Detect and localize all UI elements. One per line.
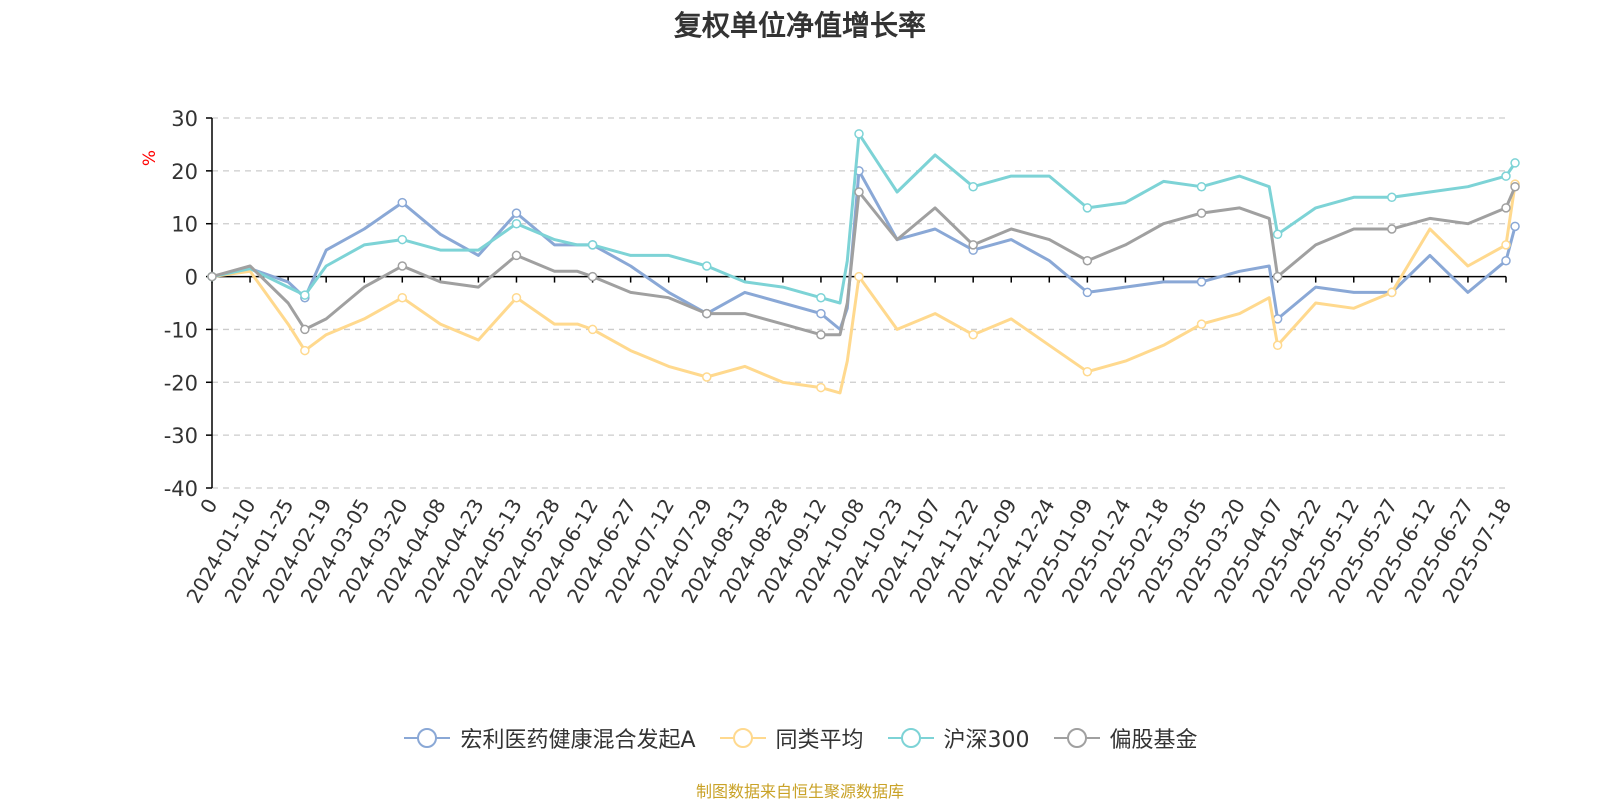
series-point: [702, 372, 712, 382]
series-point: [1501, 171, 1511, 181]
y-tick-label: -20: [164, 371, 198, 395]
legend-item-3[interactable]: 沪深300: [886, 722, 1030, 754]
y-tick-label: 20: [171, 160, 198, 184]
series-point: [587, 271, 598, 282]
axis-labels: 3020100-10-20-30-40%02024-01-102024-01-2…: [140, 107, 1516, 607]
series-point: [702, 261, 712, 271]
series-point: [511, 208, 522, 218]
legend-label: 宏利医药健康混合发起A: [460, 728, 696, 753]
series-point: [207, 271, 217, 282]
series-line-1: [211, 169, 1517, 331]
y-tick-label: 30: [171, 107, 198, 131]
legend-marker-icon: [719, 728, 766, 748]
series-lines: [207, 129, 1520, 395]
series-point: [511, 292, 522, 303]
series-point: [397, 261, 408, 271]
y-tick-label: 10: [171, 213, 198, 237]
series-point: [1082, 366, 1093, 377]
series-point: [1510, 181, 1520, 192]
series-point: [1082, 287, 1093, 298]
series-line-4: [211, 186, 1517, 337]
series-point: [1272, 229, 1283, 240]
series-point: [1272, 340, 1283, 351]
series-point: [1510, 221, 1520, 232]
legend-marker-icon: [887, 728, 934, 748]
legend-item-4[interactable]: 偏股基金: [1052, 722, 1198, 754]
series-point: [1501, 203, 1511, 213]
series-point: [397, 292, 408, 303]
series-point: [702, 308, 712, 319]
legend-item-1[interactable]: 宏利医药健康混合发起A: [402, 722, 696, 754]
source-note: 制图数据来自恒生聚源数据库: [695, 782, 904, 801]
y-tick-label: -30: [164, 424, 198, 448]
series-point: [1196, 277, 1207, 287]
series-point: [854, 271, 864, 282]
series-point: [816, 382, 826, 393]
series-point: [1082, 255, 1093, 266]
legend-label: 同类平均: [775, 728, 864, 753]
series-point: [1510, 158, 1520, 168]
series-point: [816, 292, 826, 303]
y-tick-label: -10: [164, 318, 198, 342]
series-point: [1387, 224, 1397, 234]
series-line-2: [211, 183, 1517, 395]
series-point: [300, 345, 310, 356]
series-point: [1196, 319, 1207, 329]
series-point: [968, 181, 978, 192]
legend: 宏利医药健康混合发起A 同类平均 沪深300 偏股基金: [0, 722, 1600, 754]
y-tick-label: 0: [185, 266, 198, 290]
y-tick-label: -40: [164, 477, 198, 501]
y-axis-unit: %: [140, 150, 160, 166]
chart-title: 复权单位净值增长率: [673, 9, 926, 42]
series-line-3: [211, 132, 1517, 305]
series-point: [397, 197, 408, 208]
series-point: [1387, 192, 1397, 203]
series-point: [1501, 240, 1511, 250]
series-point: [1387, 287, 1397, 298]
legend-label: 偏股基金: [1109, 728, 1198, 753]
legend-marker-icon: [1053, 728, 1100, 748]
series-point: [511, 250, 522, 261]
legend-item-2[interactable]: 同类平均: [718, 722, 864, 754]
series-point: [1272, 271, 1283, 282]
series-point: [397, 234, 408, 245]
series-point: [854, 187, 864, 197]
series-point: [816, 329, 826, 340]
legend-label: 沪深300: [943, 728, 1030, 753]
series-point: [816, 308, 826, 319]
series-point: [854, 129, 864, 139]
series-point: [1196, 181, 1207, 192]
series-point: [587, 240, 598, 250]
series-point: [968, 329, 978, 340]
legend-marker-icon: [404, 728, 451, 748]
series-point: [511, 218, 522, 229]
series-point: [1196, 208, 1207, 218]
series-point: [968, 240, 978, 250]
series-point: [587, 324, 598, 335]
series-point: [300, 290, 310, 300]
series-point: [1082, 203, 1093, 213]
x-tick-label: 0: [195, 495, 222, 518]
series-point: [300, 324, 310, 335]
series-point: [1501, 255, 1511, 266]
